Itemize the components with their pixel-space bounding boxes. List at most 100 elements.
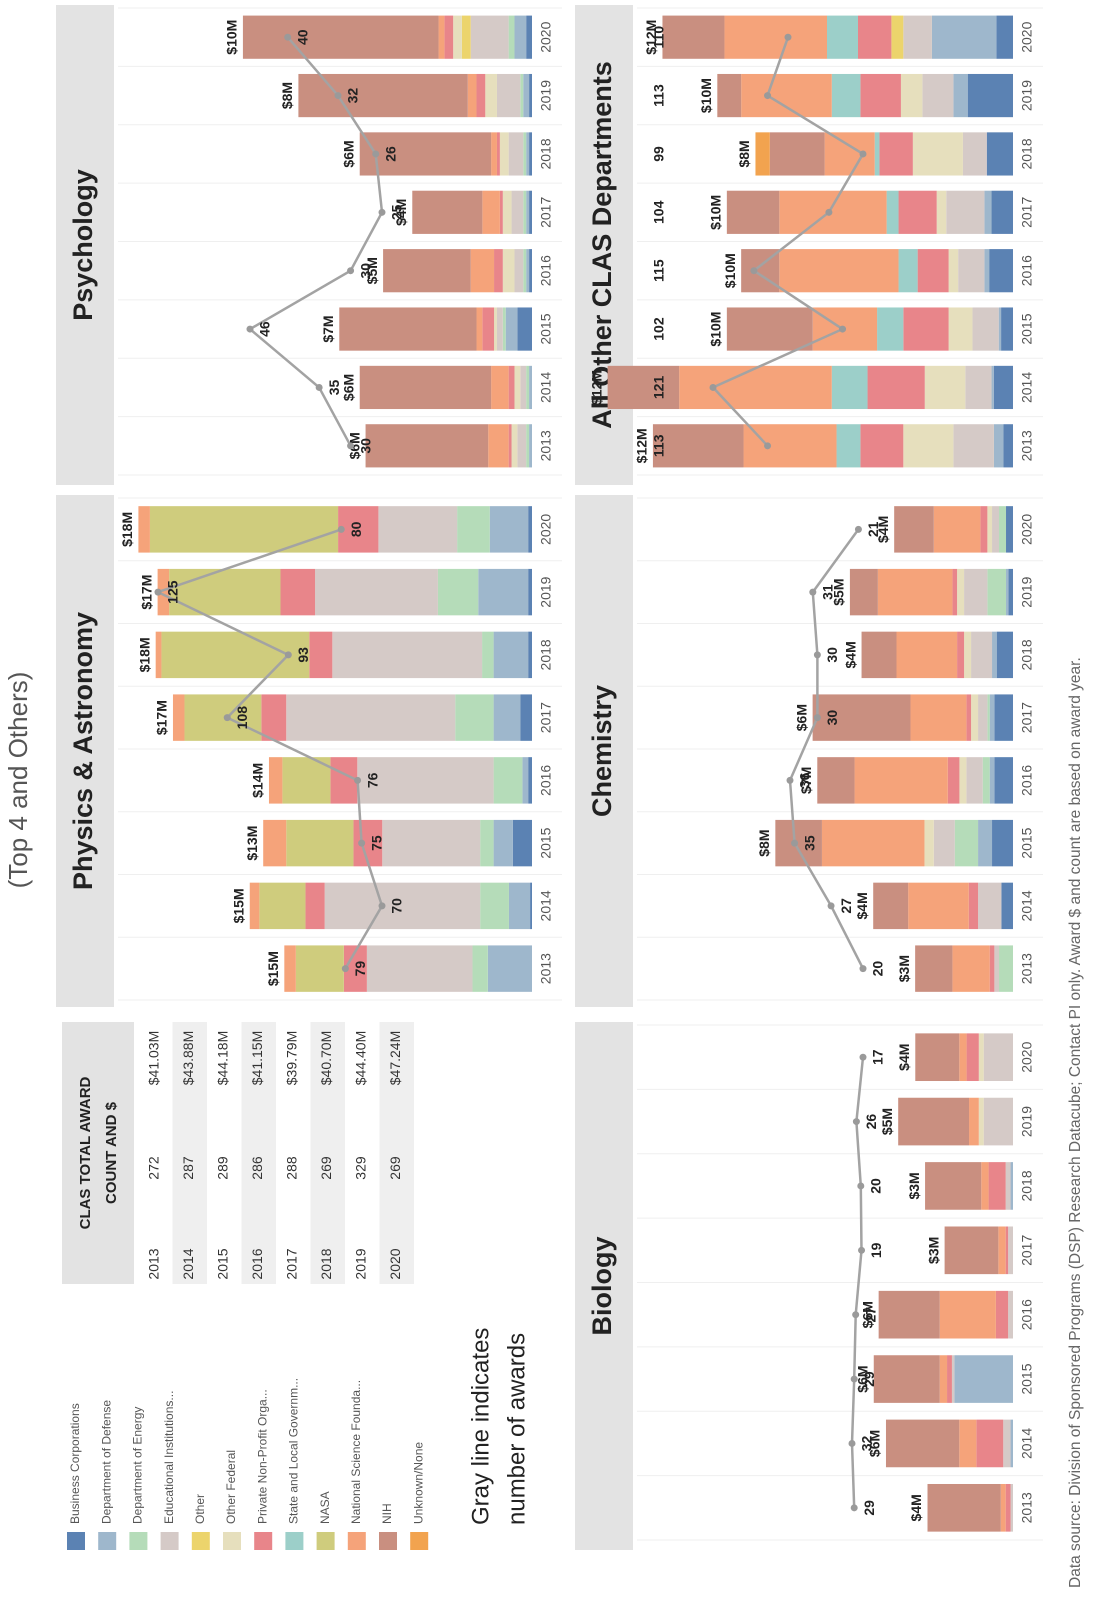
stacked-bar	[885, 1419, 1013, 1468]
bar-segment	[366, 945, 473, 992]
bar-segment	[508, 365, 515, 410]
stacked-bar	[927, 1483, 1013, 1532]
award-count-line	[850, 1057, 865, 1508]
award-count-line	[247, 36, 384, 447]
bar-segment	[493, 819, 513, 867]
bar-segment	[968, 882, 979, 930]
bar-segment	[999, 506, 1007, 553]
chart-panel: Biology2013$4M2014$6M2015$6M2016$6M2017$…	[587, 1033, 1035, 1532]
bar-segment	[1001, 307, 1013, 351]
year-tick-label: 2016	[1019, 765, 1035, 796]
bar-segment	[505, 307, 518, 351]
bar-segment	[482, 631, 494, 679]
award-count-point	[764, 92, 772, 100]
stacked-bar	[339, 307, 532, 351]
bar-segment	[494, 307, 497, 351]
amount-label: $10M	[708, 195, 724, 230]
bar-segment	[989, 249, 1013, 293]
bar-segment	[502, 307, 506, 351]
bar-segment	[496, 132, 500, 176]
bar-segment	[779, 190, 887, 234]
bar-segment	[324, 882, 481, 930]
bar-segment	[457, 506, 490, 553]
bar-segment	[1005, 1162, 1011, 1210]
bar-segment	[1000, 1483, 1006, 1532]
legend: Business Corporations Department of Defen…	[67, 1378, 429, 1550]
bar-segment	[528, 631, 532, 679]
award-count-line	[154, 528, 384, 970]
amount-label: $10M	[722, 253, 738, 288]
bar-segment	[499, 190, 503, 234]
bar-segment	[522, 757, 529, 804]
award-count-point	[764, 442, 772, 450]
amount-label: $6M	[346, 432, 362, 459]
stacked-bar	[775, 819, 1013, 867]
stacked-bar	[861, 631, 1013, 679]
bar-segment	[962, 132, 987, 176]
amount-label: $4M	[875, 516, 891, 543]
bar-segment	[172, 694, 185, 741]
bar-segment	[849, 568, 878, 616]
bar-segment	[679, 365, 832, 410]
charts-layer: Physics & Astronomy 2013 $15M 2014 $15M 2015 $…	[68, 15, 1035, 1532]
award-count-point	[337, 525, 345, 533]
totals-amount: $43.88M	[180, 1031, 196, 1085]
bar-segment	[717, 73, 742, 118]
bar-segment	[444, 15, 454, 59]
bar-segment	[508, 132, 524, 176]
bar-segment	[184, 694, 262, 741]
bar-segment	[958, 249, 985, 293]
totals-year: 2017	[284, 1248, 300, 1279]
bar-segment	[138, 506, 150, 553]
bar-segment	[986, 132, 1013, 176]
legend-item: Private Non-Profit Orga...	[254, 1389, 273, 1550]
bar-segment	[743, 424, 837, 468]
bar-segment	[933, 819, 955, 867]
bar-segment	[933, 506, 981, 553]
bar-segment	[652, 424, 744, 468]
bar-segment	[982, 757, 990, 804]
bar-segment	[867, 365, 925, 410]
bar-segment	[967, 73, 1013, 118]
bar-segment	[779, 249, 899, 293]
legend-swatch	[285, 1532, 304, 1550]
bar-segment	[726, 307, 813, 351]
stacked-bar	[717, 73, 1013, 118]
page-text: (Top 4 and Others) Gray line indicates num…	[3, 657, 1084, 1588]
year-tick-label: 2019	[1019, 576, 1035, 607]
bar-segment	[526, 190, 530, 234]
bar-segment	[953, 73, 968, 118]
bar-segment	[520, 694, 532, 741]
bar-segment	[996, 15, 1013, 59]
bar-segment	[903, 424, 954, 468]
bar-segment	[891, 15, 904, 59]
legend-item: Other	[191, 1494, 210, 1550]
bar-segment	[994, 945, 1000, 992]
award-count-point	[848, 1439, 856, 1447]
stacked-bar	[365, 424, 532, 468]
award-count-point	[341, 965, 349, 973]
legend-label: Other	[193, 1494, 207, 1524]
bar-segment	[972, 307, 999, 351]
bar-segment	[511, 424, 518, 468]
year-tick-label: 2013	[1019, 430, 1035, 461]
legend-label: Educational Institutions...	[162, 1391, 176, 1524]
award-count-label: 36	[797, 772, 813, 788]
award-count-point	[378, 902, 386, 910]
award-count-label: 25	[389, 204, 405, 220]
year-tick-label: 2014	[1019, 372, 1035, 403]
award-count-label: 32	[345, 88, 361, 104]
totals-year: 2014	[180, 1248, 196, 1279]
totals-table-row: 2014 287 $43.88M	[180, 1031, 196, 1280]
legend-item: NASA	[316, 1491, 335, 1550]
bar-segment	[453, 15, 462, 59]
totals-table-row: 2018 269 $40.70M	[318, 1031, 334, 1280]
award-count-point	[854, 525, 862, 533]
bar-segment	[461, 15, 471, 59]
year-tick-label: 2020	[1019, 21, 1035, 52]
page-title: (Top 4 and Others)	[3, 672, 33, 889]
award-count-point	[354, 776, 362, 784]
year-tick-label: 2013	[1019, 1492, 1035, 1523]
